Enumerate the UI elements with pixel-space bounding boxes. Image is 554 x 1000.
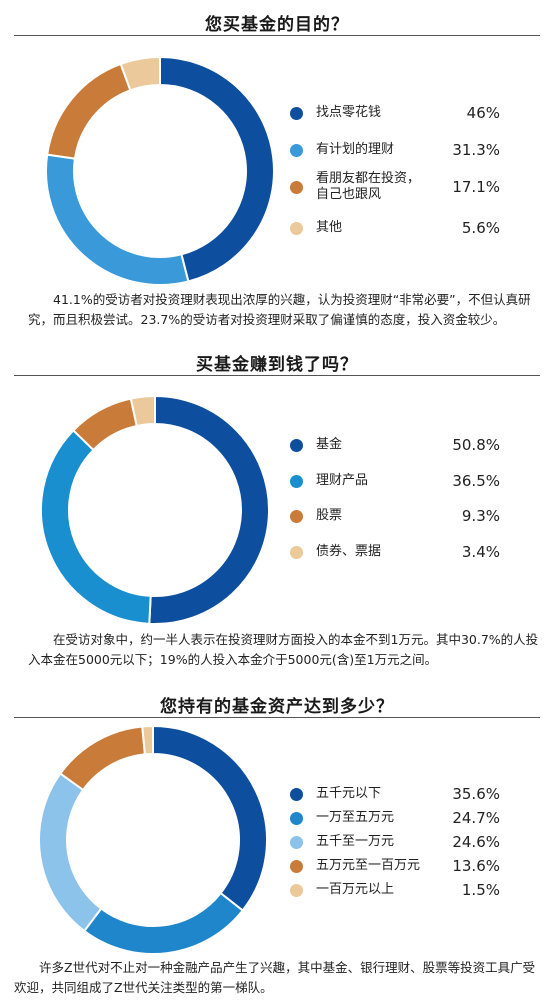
donut-slice bbox=[38, 772, 103, 933]
legend-label: 看朋友都在投资， 自己也跟风 bbox=[316, 171, 421, 202]
chart-section-earnings: 买基金赚到钱了吗？ 基金 50.8% 理财产品 36.5% 股票 9.3% 债券… bbox=[0, 340, 554, 680]
legend-value: 17.1% bbox=[452, 178, 500, 196]
donut-slice bbox=[141, 724, 154, 756]
donut-slice bbox=[82, 891, 245, 955]
legend-swatch bbox=[290, 836, 303, 849]
legend-value: 24.6% bbox=[452, 833, 500, 851]
legend-swatch bbox=[290, 222, 303, 235]
legend-label: 一百万元以上 bbox=[316, 882, 395, 897]
legend-value: 9.3% bbox=[461, 507, 500, 525]
donut-slice bbox=[45, 153, 190, 286]
legend-swatch bbox=[290, 475, 303, 488]
chart-title-row: 您持有的基金资产达到多少？ bbox=[14, 688, 540, 718]
title-divider bbox=[14, 375, 540, 376]
legend-swatch bbox=[290, 884, 303, 897]
donut-slice bbox=[152, 724, 268, 912]
legend-label: 一万至五万元 bbox=[316, 810, 395, 825]
title-divider bbox=[14, 717, 540, 718]
chart-note: 在受访对象中，约一半人表示在投资理财方面投入的本金不到1万元。其中30.7%的人… bbox=[28, 632, 539, 667]
legend-value: 3.4% bbox=[461, 543, 500, 561]
donut-slice bbox=[129, 394, 156, 428]
legend-value: 13.6% bbox=[452, 857, 500, 875]
legend-label: 五千元以下 bbox=[316, 786, 382, 801]
legend-label: 有计划的理财 bbox=[316, 142, 395, 157]
legend-label: 五万元至一百万元 bbox=[316, 858, 421, 873]
legend-label: 理财产品 bbox=[316, 473, 369, 488]
legend-item: 五千至一万元 24.6% bbox=[290, 830, 500, 864]
donut-slice bbox=[159, 55, 275, 283]
legend-value: 46% bbox=[466, 104, 500, 122]
donut-slice bbox=[119, 55, 161, 92]
chart-title-row: 您买基金的目的？ bbox=[14, 6, 540, 36]
legend-item: 债券、票据 3.4% bbox=[290, 539, 500, 573]
donut-slice bbox=[46, 62, 132, 160]
chart-section-purpose: 您买基金的目的？ 找点零花钱 46% 有计划的理财 31.3% 看朋友都在投资，… bbox=[0, 0, 554, 330]
chart-title: 您持有的基金资产达到多少？ bbox=[160, 697, 394, 717]
legend-item: 看朋友都在投资， 自己也跟风 17.1% bbox=[290, 171, 500, 208]
chart-title: 买基金赚到钱了吗？ bbox=[196, 355, 358, 375]
chart-note: 41.1%的受访者对投资理财表现出浓厚的兴趣，认为投资理财“非常必要”，不但认真… bbox=[28, 292, 531, 327]
legend-value: 1.5% bbox=[461, 881, 500, 899]
donut-chart bbox=[38, 724, 268, 955]
legend-item: 理财产品 36.5% bbox=[290, 468, 500, 502]
donut-chart bbox=[40, 394, 270, 625]
legend-swatch bbox=[290, 144, 303, 157]
donut-chart bbox=[45, 55, 275, 286]
legend-label: 债券、票据 bbox=[316, 544, 382, 559]
legend-swatch bbox=[290, 546, 303, 559]
donut-slice bbox=[58, 725, 146, 792]
legend-item: 找点零花钱 46% bbox=[290, 100, 500, 134]
legend-swatch bbox=[290, 812, 303, 825]
legend-item: 其他 5.6% bbox=[290, 215, 500, 249]
legend-item: 五千元以下 35.6% bbox=[290, 782, 500, 816]
donut-slice bbox=[148, 394, 270, 625]
chart-note: 许多Z世代对不止对一种金融产品产生了兴趣，其中基金、银行理财、股票等投资工具广受… bbox=[14, 960, 536, 995]
legend-item: 股票 9.3% bbox=[290, 503, 500, 537]
legend-value: 5.6% bbox=[461, 219, 500, 237]
legend-item: 有计划的理财 31.3% bbox=[290, 137, 500, 171]
legend-swatch bbox=[290, 439, 303, 452]
legend-item: 一百万元以上 1.5% bbox=[290, 878, 500, 912]
legend-label: 基金 bbox=[316, 437, 343, 452]
legend-swatch bbox=[290, 181, 303, 194]
legend-label: 其他 bbox=[316, 220, 343, 235]
legend-item: 一万至五万元 24.7% bbox=[290, 806, 500, 840]
chart-title-row: 买基金赚到钱了吗？ bbox=[14, 346, 540, 376]
legend-label: 找点零花钱 bbox=[316, 105, 382, 120]
chart-section-holdings: 您持有的基金资产达到多少？ 五千元以下 35.6% 一万至五万元 24.7% 五… bbox=[0, 684, 554, 1000]
legend-label: 五千至一万元 bbox=[316, 834, 395, 849]
legend-swatch bbox=[290, 788, 303, 801]
chart-title: 您买基金的目的？ bbox=[205, 15, 349, 35]
donut-slice bbox=[40, 428, 152, 625]
legend-label: 股票 bbox=[316, 508, 343, 523]
legend-swatch bbox=[290, 510, 303, 523]
legend-value: 36.5% bbox=[452, 472, 500, 490]
legend-value: 35.6% bbox=[452, 785, 500, 803]
legend-swatch bbox=[290, 860, 303, 873]
legend-value: 24.7% bbox=[452, 809, 500, 827]
legend-value: 50.8% bbox=[452, 436, 500, 454]
title-divider bbox=[14, 35, 540, 36]
legend-value: 31.3% bbox=[452, 141, 500, 159]
legend-swatch bbox=[290, 107, 303, 120]
legend-item: 基金 50.8% bbox=[290, 432, 500, 466]
legend-item: 五万元至一百万元 13.6% bbox=[290, 854, 500, 888]
